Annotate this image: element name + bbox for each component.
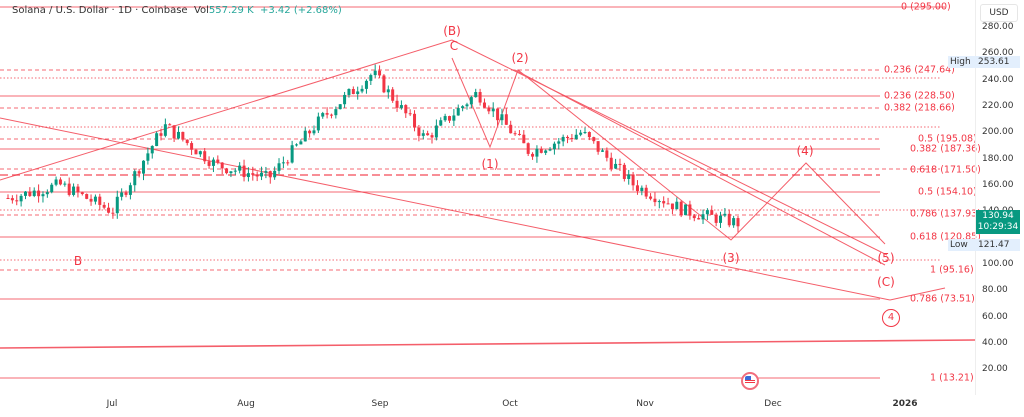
- fib-label: 1 (13.21): [930, 372, 974, 384]
- fib-label: 0.5 (195.08): [918, 133, 977, 145]
- high-value: 253.61: [978, 57, 1010, 67]
- y-tick: 180.00: [982, 154, 1014, 164]
- wave-circle-4: 4: [882, 309, 900, 327]
- y-tick: 220.00: [982, 101, 1014, 111]
- wave-label-4: (4): [796, 144, 814, 158]
- fib-label: 1 (95.16): [930, 264, 974, 276]
- fib-label: 0.5 (154.10): [918, 186, 977, 198]
- y-tick: 260.00: [982, 48, 1014, 58]
- chart-canvas[interactable]: [0, 0, 975, 395]
- x-tick: 2026: [892, 399, 918, 409]
- volume-value: 557.29 K: [208, 5, 254, 16]
- chart-area[interactable]: Solana / U.S. Dollar · 1D · Coinbase Vol…: [0, 0, 981, 395]
- wave-label-B: (B): [443, 24, 461, 38]
- wave-label-1: (1): [481, 157, 499, 171]
- trendlines: [0, 39, 975, 349]
- current-price-badge: 130.94 10:29:34: [976, 210, 1020, 234]
- x-tick: Oct: [502, 399, 518, 409]
- candlesticks: [6, 64, 740, 233]
- x-tick: Aug: [237, 399, 255, 409]
- wave-label-B-lower: B: [73, 254, 83, 268]
- fib-label: 0.236 (247.64): [884, 64, 955, 76]
- symbol-header: Solana / U.S. Dollar · 1D · Coinbase Vol…: [12, 5, 342, 16]
- low-label: Low: [950, 240, 968, 250]
- fib-lines: [0, 6, 945, 379]
- low-value: 121.47: [978, 240, 1010, 250]
- price-axis[interactable]: [975, 0, 1024, 395]
- low-badge: Low 121.47: [948, 239, 1020, 251]
- symbol-title: Solana / U.S. Dollar · 1D · Coinbase: [12, 5, 188, 16]
- y-tick: 200.00: [982, 127, 1014, 137]
- x-tick: Nov: [636, 399, 654, 409]
- wave-label-C-top: C: [449, 39, 459, 53]
- time-axis[interactable]: Jul Aug Sep Oct Nov Dec 2026: [0, 395, 975, 417]
- x-tick: Sep: [371, 399, 389, 409]
- y-tick: 60.00: [982, 312, 1008, 322]
- fib-label: 0.382 (218.66): [884, 102, 955, 114]
- wave-label-3: (3): [722, 251, 740, 265]
- fib-label: 0.786 (137.93): [910, 208, 981, 220]
- wave-label-5: (5): [877, 251, 895, 265]
- price-change: +3.42 (+2.68%): [260, 5, 342, 16]
- x-tick: Jul: [106, 399, 118, 409]
- y-tick: 40.00: [982, 338, 1008, 348]
- bar-countdown: 10:29:34: [977, 222, 1019, 232]
- fib-label: 0.382 (187.36): [910, 143, 981, 155]
- fib-label: 0.786 (73.51): [910, 293, 975, 305]
- y-tick: 80.00: [982, 285, 1008, 295]
- high-label: High: [950, 57, 971, 67]
- y-tick: 280.00: [982, 22, 1014, 32]
- wave-label-2: (2): [511, 51, 529, 65]
- fib-label: 0.236 (228.50): [884, 90, 955, 102]
- high-badge: High 253.61: [948, 56, 1020, 68]
- y-tick: 100.00: [982, 259, 1014, 269]
- wave-label-C: (C): [877, 275, 895, 289]
- us-flag-event-icon[interactable]: [741, 372, 759, 390]
- currency-button[interactable]: USD: [980, 4, 1018, 22]
- y-tick: 240.00: [982, 75, 1014, 85]
- x-tick: Dec: [764, 399, 782, 409]
- fib-label: 0.618 (171.50): [910, 164, 981, 176]
- fib-label: 0 (295.00): [901, 1, 951, 13]
- fib-label: 0.618 (120.85): [910, 231, 981, 243]
- current-price: 130.94: [982, 211, 1014, 221]
- volume-label: Vol: [193, 5, 209, 16]
- y-tick: 160.00: [982, 180, 1014, 190]
- y-tick: 20.00: [982, 364, 1008, 374]
